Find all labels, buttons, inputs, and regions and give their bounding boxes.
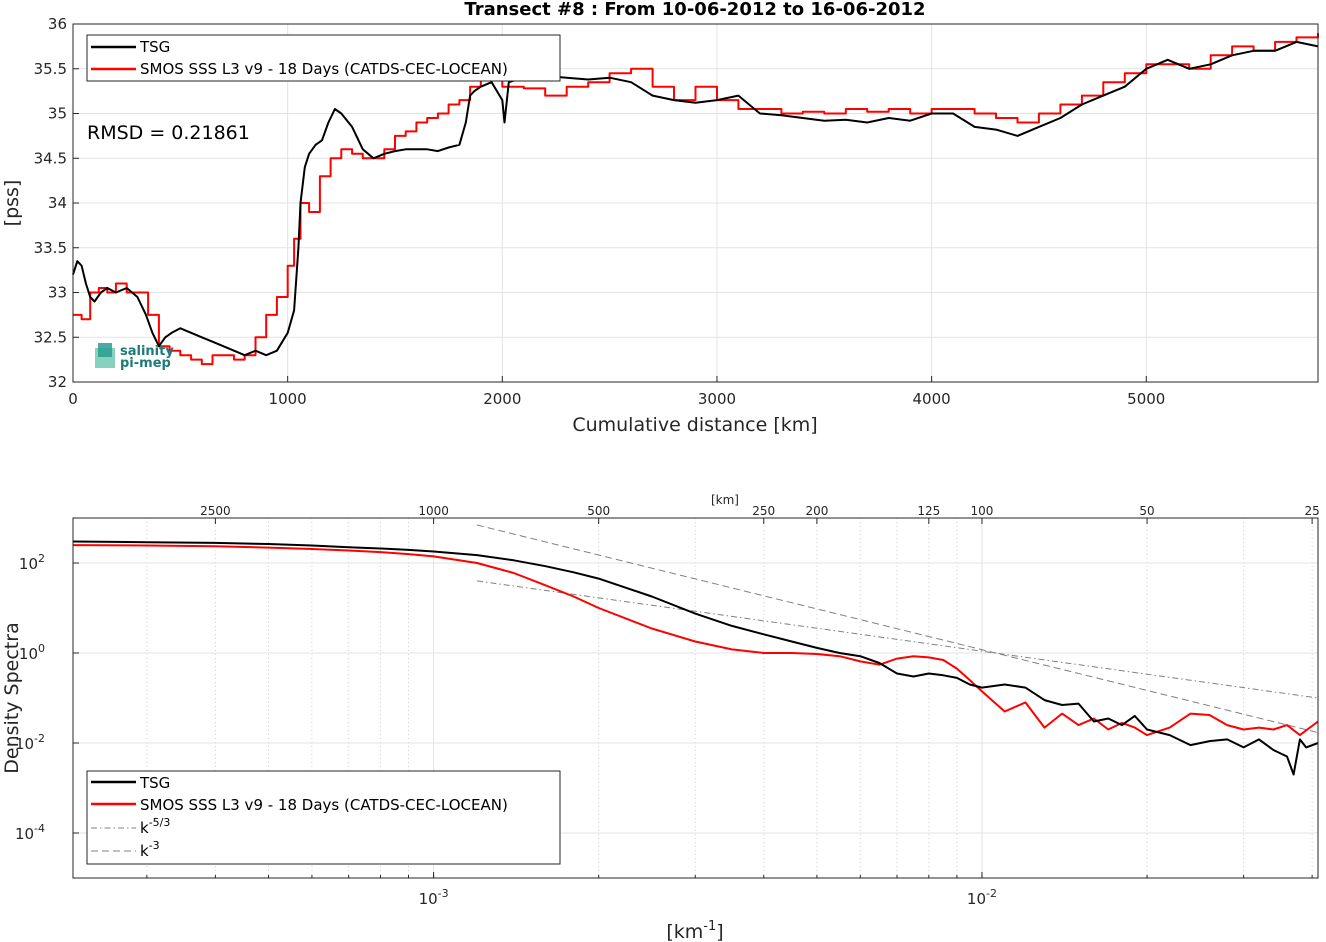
bottom-legend: TSG SMOS SSS L3 v9 - 18 Days (CATDS-CEC-… [86, 770, 561, 865]
top-y-tick-label: 34 [48, 194, 67, 212]
bottom-top-tick-label: 100 [971, 504, 994, 518]
bottom-series-line-smos [72, 544, 1319, 737]
bottom-top-tick-label: 50 [1139, 504, 1154, 518]
top-chart-title: Transect #8 : From 10-06-2012 to 16-06-2… [464, 0, 925, 20]
bottom-y-axis-label: Density Spectra [1, 622, 23, 773]
bottom-top-tick-label: 500 [587, 504, 610, 518]
bottom-top-axis-label: [km] [711, 493, 739, 507]
bottom-x-axis-label-end: ] [716, 921, 723, 942]
top-x-tick-label: 5000 [1127, 390, 1165, 408]
bottom-series-layer [72, 524, 1319, 776]
bottom-x-tick-label: 10-2 [967, 887, 997, 908]
bottom-y-tick-label: 100 [19, 642, 45, 663]
bottom-x-axis-label-main: [km [666, 921, 703, 942]
bottom-top-tick-label: 2500 [200, 504, 231, 518]
top-legend-label-tsg: TSG [139, 38, 170, 56]
top-y-tick-label: 34.5 [34, 149, 67, 167]
top-chart: Transect #8 : From 10-06-2012 to 16-06-2… [1, 0, 1319, 436]
bottom-top-tick-label: 200 [805, 504, 828, 518]
bottom-legend-label-k3: k-3 [140, 839, 160, 860]
top-series-layer [72, 33, 1319, 366]
bottom-x-axis-label: [km-1] [666, 919, 723, 942]
logo-text-line2: pi-mep [120, 356, 171, 371]
top-ticks: 0 1000 2000 3000 4000 5000 32 32.5 33 33.5 34 34.5 3… [34, 15, 1166, 408]
k53-main: k [140, 819, 149, 837]
top-y-tick-label: 36 [48, 15, 67, 33]
top-y-tick-label: 33.5 [34, 239, 67, 257]
bottom-top-tick-label: 1000 [418, 504, 449, 518]
bottom-series-line-tsg [72, 540, 1319, 776]
bottom-x-tick-label: 10-3 [419, 887, 449, 908]
bottom-x-axis-label-sup: -1 [703, 919, 716, 934]
bottom-legend-label-tsg: TSG [139, 774, 170, 792]
top-y-tick-label: 35 [48, 105, 67, 123]
bottom-ticks: 10-3 10-2 10-4 10-2 100 102 2500 1000 500 250 200 1… [15, 504, 1320, 908]
bottom-top-tick-label: 250 [752, 504, 775, 518]
top-legend-box [86, 34, 561, 82]
bottom-chart: [km] 10-3 10-2 10-4 10-2 100 102 2500 1000 500 25… [1, 493, 1320, 942]
top-y-tick-label: 32.5 [34, 328, 67, 346]
bottom-series-line-k3 [476, 524, 1319, 734]
bottom-y-tick-label: 10-2 [15, 732, 45, 753]
logo-text-line1: salinity [120, 344, 174, 359]
salinity-pimep-logo: salinity pi-mep [95, 343, 174, 371]
k53-sup: -5/3 [149, 816, 171, 829]
top-y-tick-label: 32 [48, 373, 67, 391]
top-y-axis-label: [pss] [1, 180, 23, 227]
bottom-legend-label-k53: k-5/3 [140, 816, 170, 837]
bottom-top-tick-label: 25 [1304, 504, 1319, 518]
bottom-series-line-k53 [476, 580, 1319, 699]
top-y-tick-label: 33 [48, 284, 67, 302]
top-x-tick-label: 3000 [698, 390, 736, 408]
top-legend-label-smos: SMOS SSS L3 v9 - 18 Days (CATDS-CEC-LOCE… [140, 60, 508, 78]
bottom-legend-box [86, 770, 561, 865]
top-x-axis-label: Cumulative distance [km] [572, 414, 817, 436]
top-y-tick-label: 35.5 [34, 60, 67, 78]
k3-main: k [140, 842, 149, 860]
top-x-tick-label: 2000 [483, 390, 521, 408]
bottom-y-tick-label: 10-4 [15, 822, 45, 843]
top-x-tick-label: 1000 [269, 390, 307, 408]
logo-mark-inner [98, 343, 112, 357]
top-legend: TSG SMOS SSS L3 v9 - 18 Days (CATDS-CEC-… [86, 34, 561, 82]
top-x-tick-label: 0 [68, 390, 78, 408]
rmsd-annotation: RMSD = 0.21861 [87, 122, 250, 144]
k3-sup: -3 [149, 839, 160, 852]
bottom-legend-label-smos: SMOS SSS L3 v9 - 18 Days (CATDS-CEC-LOCE… [140, 796, 508, 814]
top-x-tick-label: 4000 [913, 390, 951, 408]
bottom-top-tick-label: 125 [917, 504, 940, 518]
top-series-line-tsg [72, 40, 1319, 357]
bottom-y-tick-label: 102 [19, 552, 45, 573]
